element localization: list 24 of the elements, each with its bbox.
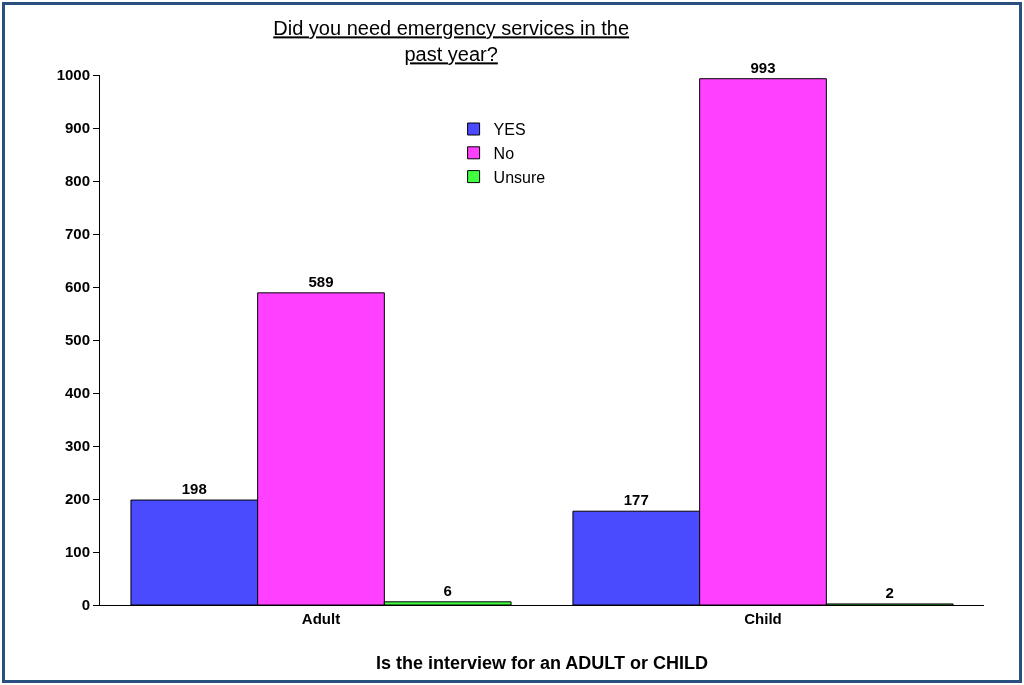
y-tick-label: 700	[64, 225, 90, 243]
data-label: 589	[308, 272, 334, 290]
data-label: 6	[443, 581, 452, 599]
legend-label: Unsure	[493, 168, 546, 186]
y-tick-label: 0	[81, 596, 90, 614]
y-tick-label: 600	[64, 278, 90, 296]
chart-title: Did you need emergency services in the past year?	[273, 17, 630, 66]
data-label: 198	[181, 480, 207, 498]
y-tick-label: 500	[64, 331, 90, 349]
x-tick-label: Adult	[301, 610, 341, 627]
y-tick-label: 400	[64, 384, 90, 402]
y-tick-label: 100	[64, 543, 90, 561]
legend-label: No	[493, 145, 515, 163]
y-tick-label: 800	[64, 172, 90, 190]
data-label: 2	[885, 583, 894, 601]
data-label: 993	[750, 58, 776, 76]
y-tick-label: 200	[64, 490, 90, 508]
legend-label: YES	[493, 121, 526, 139]
y-tick-label: 1000	[56, 66, 90, 84]
x-axis-title: Is the interview for an ADULT or CHILD	[375, 653, 709, 673]
x-tick-label: Child	[744, 610, 782, 627]
y-tick-label: 900	[64, 119, 90, 137]
y-tick-label: 300	[64, 437, 90, 455]
data-label: 177	[623, 491, 649, 509]
